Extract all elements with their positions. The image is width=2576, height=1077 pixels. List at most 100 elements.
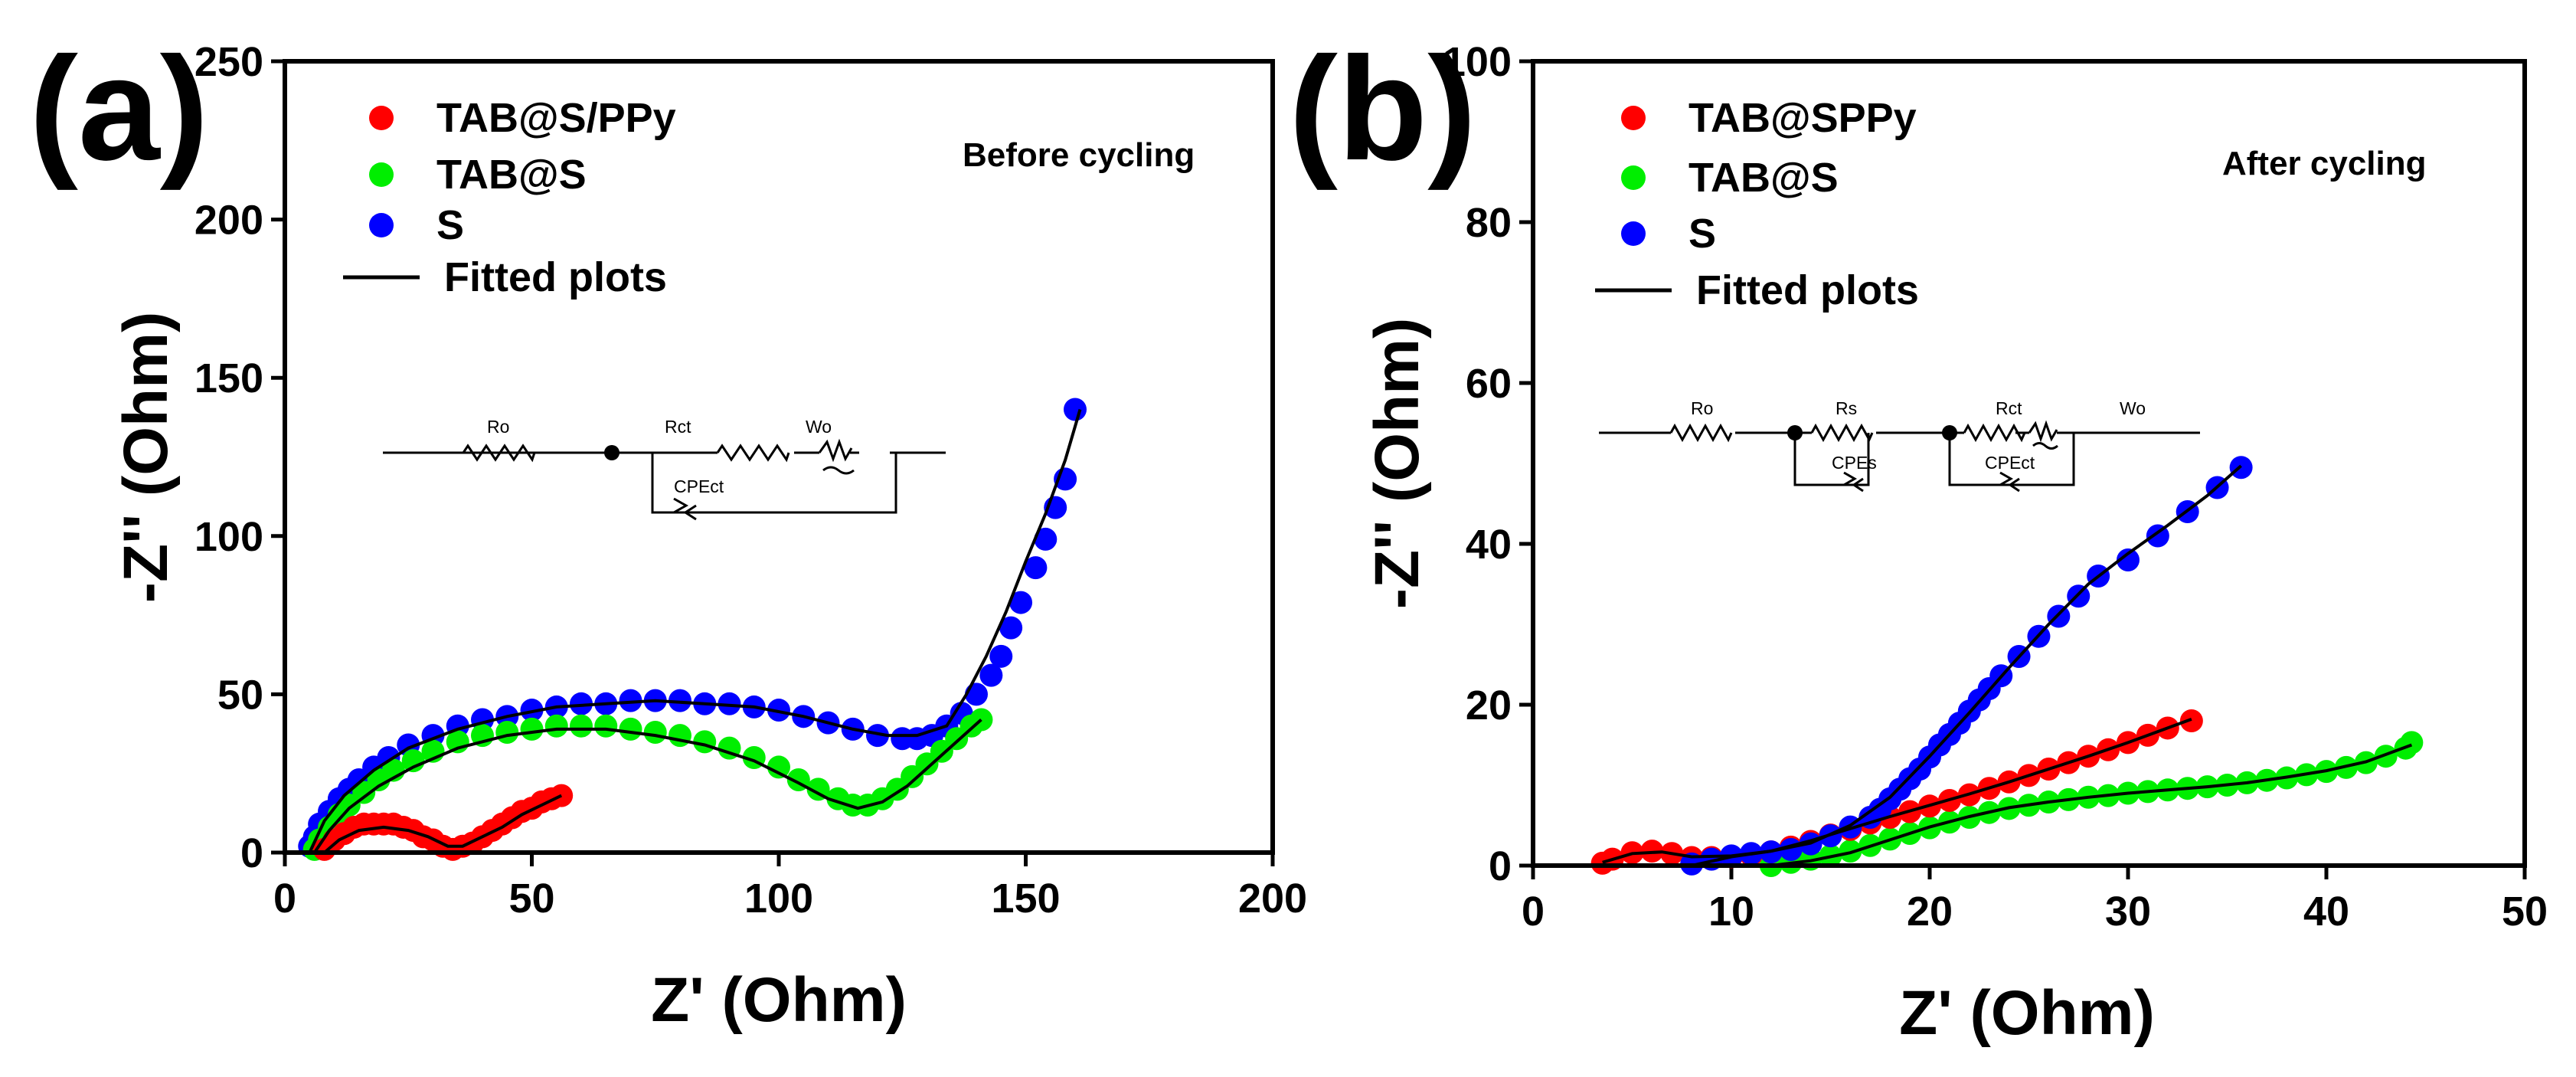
series-tab-s [302, 708, 993, 861]
panel-a: (a) 0 50 100 150 200 0 50 100 150 200 250 Z' (Ohm)… [29, 26, 1307, 1035]
legend-marker-tab-s [1621, 165, 1646, 190]
panel-b-equivalent-circuit: Ro Rs Rct Wo CPEs CPEct [1599, 398, 2200, 493]
y-tick-label: 80 [1466, 200, 1512, 246]
data-point-tab-s [594, 714, 618, 738]
data-point-tab-s [767, 755, 790, 779]
panel-b-circuit-node-2 [1942, 425, 1957, 440]
panel-a-condition-label: Before cycling [963, 136, 1195, 174]
x-tick-label: 100 [744, 876, 813, 922]
data-point-tab-s [2400, 731, 2424, 755]
panel-b-letter: (b) [1289, 26, 1476, 191]
data-point-tab-s [401, 749, 425, 773]
panel-b-plot-frame [1531, 59, 2527, 868]
legend-label-s: S [436, 202, 464, 248]
y-tick-label: 0 [240, 830, 263, 876]
y-tick-label: 100 [1443, 39, 1512, 85]
panel-b-circuit-node-1 [1787, 425, 1803, 440]
data-point-s [979, 663, 1003, 687]
x-tick-label: 40 [2303, 889, 2349, 935]
fit-line-s [1691, 464, 2242, 867]
data-point-tab-s [619, 717, 642, 741]
y-tick-label: 60 [1466, 361, 1512, 407]
data-point-tab-s [520, 717, 544, 741]
data-point-tab-s [2374, 745, 2398, 768]
x-tick-label: 0 [1522, 889, 1545, 935]
panel-b-circuit-wires [1599, 420, 2200, 493]
panel-a-plot-frame [283, 59, 1275, 855]
y-tick-label: 200 [195, 198, 263, 244]
panel-b-fits [1602, 464, 2413, 867]
data-point-tab-s [495, 720, 519, 744]
panel-a-letter: (a) [29, 26, 209, 191]
panel-a-circuit-label-cpect: CPEct [674, 476, 724, 496]
panel-b-x-axis-title: Z' (Ohm) [1899, 978, 2155, 1048]
data-point-s [2117, 548, 2140, 571]
data-point-s [619, 689, 642, 712]
data-point-tab-s [669, 724, 691, 748]
panel-b-legend: TAB@SPPy TAB@S S Fitted plots [1595, 95, 1919, 313]
panel-b-circuit-label-ro: Ro [1691, 398, 1713, 418]
x-tick-label: 200 [1238, 876, 1307, 922]
panel-a-equivalent-circuit: Ro Rct Wo CPEct [383, 417, 946, 521]
data-point-s [1024, 556, 1048, 580]
panel-a-y-axis-title: -Z'' (Ohm) [111, 312, 181, 604]
y-tick-label: 50 [217, 672, 263, 718]
panel-a-fits [308, 408, 1082, 854]
panel-a-circuit-label-rct: Rct [665, 417, 691, 437]
legend-label-fitted-plots: Fitted plots [444, 254, 667, 300]
x-tick-label: 50 [508, 876, 554, 922]
panel-a-circuit-label-wo: Wo [806, 417, 832, 437]
x-tick-label: 50 [2502, 889, 2548, 935]
fit-line-tab-s-ppy [323, 794, 563, 854]
data-point-s [669, 689, 691, 712]
panel-b-circuit-label-cpes: CPEs [1832, 453, 1877, 473]
panel-a-warburg-symbol [822, 466, 855, 475]
x-tick-label: 20 [1907, 889, 1953, 935]
fit-line-tab-s [1770, 743, 2413, 867]
data-point-s [1034, 527, 1058, 551]
legend-label-fitted-plots: Fitted plots [1696, 267, 1919, 313]
legend-marker-s [1621, 221, 1646, 246]
data-point-tab-s [570, 714, 593, 738]
panel-b-y-axis-title: -Z'' (Ohm) [1362, 318, 1432, 610]
y-tick-label: 150 [195, 355, 263, 401]
panel-b-circuit-label-rs: Rs [1836, 398, 1857, 418]
panel-a-x-axis-title: Z' (Ohm) [651, 965, 907, 1035]
y-tick-label: 0 [1489, 843, 1512, 889]
y-tick-label: 250 [195, 39, 263, 85]
data-point-tab-s [544, 714, 568, 738]
legend-label-tab-s-ppy: TAB@S/PPy [436, 95, 676, 141]
panel-b-ticks: 0 10 20 30 40 50 0 20 40 60 80 100 [1443, 39, 2548, 935]
panel-a-ticks: 0 50 100 150 200 0 50 100 150 200 250 [195, 39, 1307, 922]
legend-marker-tab-s-ppy [369, 106, 394, 130]
legend-marker-tab-sppy [1621, 106, 1646, 130]
data-point-s [1009, 591, 1033, 614]
legend-label-tab-s: TAB@S [436, 152, 587, 198]
panel-b: (b) 0 10 20 30 40 50 0 20 40 60 80 100 Z' (Ohm) -Z'… [1289, 26, 2548, 1048]
x-tick-label: 150 [991, 876, 1060, 922]
data-point-s [866, 724, 889, 748]
panel-b-circuit-label-cpect: CPEct [1985, 453, 2035, 473]
data-point-s [520, 699, 544, 722]
legend-marker-tab-s [369, 162, 394, 187]
data-point-s [965, 683, 988, 706]
data-point-s [1064, 398, 1087, 421]
x-tick-label: 10 [1708, 889, 1754, 935]
x-tick-label: 0 [273, 876, 296, 922]
fit-line-s [308, 408, 1082, 853]
fit-line-tab-s [313, 719, 982, 854]
panel-a-circuit-wires [383, 438, 946, 521]
y-tick-label: 100 [195, 514, 263, 560]
panel-a-markers [298, 398, 1087, 861]
data-point-tab-s [693, 730, 717, 754]
panel-b-condition-label: After cycling [2222, 145, 2427, 182]
series-s [298, 398, 1087, 858]
panel-b-warburg-symbol [2032, 442, 2058, 450]
data-point-s [999, 616, 1023, 640]
legend-label-tab-sppy: TAB@SPPy [1688, 95, 1917, 141]
data-point-tab-s [643, 720, 667, 744]
legend-label-s: S [1688, 211, 1716, 257]
x-tick-label: 30 [2105, 889, 2151, 935]
panel-b-circuit-label-wo: Wo [2120, 398, 2146, 418]
